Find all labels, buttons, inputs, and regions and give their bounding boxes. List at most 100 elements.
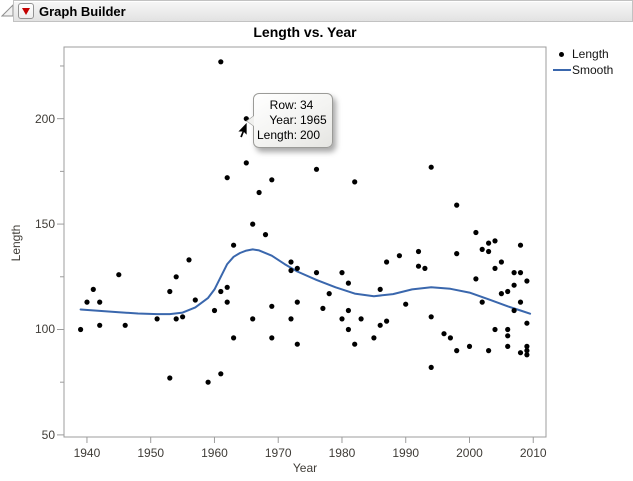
data-point[interactable] xyxy=(224,284,230,290)
data-point[interactable] xyxy=(269,303,275,309)
data-point[interactable] xyxy=(345,326,351,333)
data-point[interactable] xyxy=(173,316,179,322)
data-point[interactable] xyxy=(524,320,530,326)
data-point[interactable] xyxy=(180,314,186,320)
data-point[interactable] xyxy=(231,242,237,248)
data-point[interactable] xyxy=(269,177,275,183)
data-point[interactable] xyxy=(403,301,409,307)
data-point[interactable] xyxy=(517,242,524,248)
data-point[interactable] xyxy=(511,282,517,288)
data-point[interactable] xyxy=(250,316,256,322)
data-point[interactable] xyxy=(415,248,422,255)
data-point[interactable] xyxy=(294,265,300,271)
data-point[interactable] xyxy=(505,333,511,339)
data-point[interactable] xyxy=(428,364,434,370)
data-point[interactable] xyxy=(116,272,122,278)
data-point[interactable] xyxy=(218,371,224,377)
data-point[interactable] xyxy=(486,248,492,255)
data-point[interactable] xyxy=(173,274,179,280)
data-point[interactable] xyxy=(218,288,224,295)
data-point[interactable] xyxy=(511,307,517,314)
data-point[interactable] xyxy=(498,259,504,265)
data-point[interactable] xyxy=(454,251,460,257)
data-point[interactable] xyxy=(313,166,320,172)
data-point[interactable] xyxy=(97,299,103,305)
data-point[interactable] xyxy=(517,350,524,356)
data-point[interactable] xyxy=(262,232,269,238)
data-point[interactable] xyxy=(384,259,390,265)
data-point[interactable] xyxy=(486,240,492,246)
data-point[interactable] xyxy=(345,280,351,286)
data-point[interactable] xyxy=(192,297,198,303)
data-point[interactable] xyxy=(377,286,383,292)
data-point[interactable] xyxy=(479,299,485,305)
data-point[interactable] xyxy=(339,316,345,322)
data-point[interactable] xyxy=(288,259,294,265)
data-point[interactable] xyxy=(218,59,224,65)
data-point[interactable] xyxy=(524,352,530,358)
data-point[interactable] xyxy=(78,326,84,333)
data-point[interactable] xyxy=(250,221,256,227)
data-point[interactable] xyxy=(486,348,492,354)
data-point[interactable] xyxy=(224,299,230,305)
data-point[interactable] xyxy=(339,270,345,276)
data-point[interactable] xyxy=(288,316,294,322)
data-point[interactable] xyxy=(352,179,358,185)
data-point[interactable] xyxy=(428,314,434,320)
data-point[interactable] xyxy=(97,322,103,328)
data-point[interactable] xyxy=(473,276,479,282)
data-point[interactable] xyxy=(492,265,498,271)
data-point[interactable] xyxy=(320,305,326,311)
legend-item-smooth[interactable]: Smooth xyxy=(551,62,613,78)
data-point[interactable] xyxy=(441,331,447,337)
data-point[interactable] xyxy=(294,341,300,347)
data-point[interactable] xyxy=(224,175,230,181)
data-point[interactable] xyxy=(524,278,530,284)
data-point[interactable] xyxy=(256,189,262,196)
data-point[interactable] xyxy=(396,253,402,259)
data-point[interactable] xyxy=(352,341,358,347)
data-point[interactable] xyxy=(345,307,351,314)
data-point[interactable] xyxy=(231,335,237,341)
data-point[interactable] xyxy=(517,270,524,276)
data-point[interactable] xyxy=(84,299,90,305)
data-point[interactable] xyxy=(154,316,160,322)
data-point[interactable] xyxy=(288,267,294,274)
data-point[interactable] xyxy=(505,343,511,349)
data-point[interactable] xyxy=(90,286,96,292)
data-point[interactable] xyxy=(492,326,498,333)
data-point[interactable] xyxy=(524,348,530,354)
data-point[interactable] xyxy=(384,318,390,324)
data-point[interactable] xyxy=(167,288,173,295)
data-point[interactable] xyxy=(167,375,173,381)
data-point[interactable] xyxy=(422,265,428,271)
data-point[interactable] xyxy=(505,288,511,295)
data-point[interactable] xyxy=(269,335,275,341)
data-point[interactable] xyxy=(186,257,192,263)
data-point[interactable] xyxy=(524,343,530,349)
data-point[interactable] xyxy=(377,322,383,328)
red-triangle-menu-button[interactable] xyxy=(18,3,34,19)
legend-item-length[interactable]: Length xyxy=(551,46,613,62)
data-point[interactable] xyxy=(505,326,511,333)
data-point[interactable] xyxy=(326,291,332,297)
data-point[interactable] xyxy=(492,238,498,244)
data-point[interactable] xyxy=(447,335,453,341)
data-point[interactable] xyxy=(479,246,485,252)
data-point[interactable] xyxy=(313,270,320,276)
data-point[interactable] xyxy=(358,316,364,322)
data-point[interactable] xyxy=(473,229,479,236)
data-point[interactable] xyxy=(211,307,218,314)
data-point[interactable] xyxy=(454,348,460,354)
data-point[interactable] xyxy=(428,164,434,170)
data-point[interactable] xyxy=(243,160,249,166)
data-point[interactable] xyxy=(498,291,504,297)
data-point[interactable] xyxy=(371,335,377,341)
data-point[interactable] xyxy=(415,263,422,269)
data-point[interactable] xyxy=(511,270,517,276)
data-point[interactable] xyxy=(122,322,128,328)
data-point[interactable] xyxy=(294,299,300,305)
data-point[interactable] xyxy=(466,343,473,349)
data-point[interactable] xyxy=(205,379,211,385)
data-point[interactable] xyxy=(517,299,524,305)
